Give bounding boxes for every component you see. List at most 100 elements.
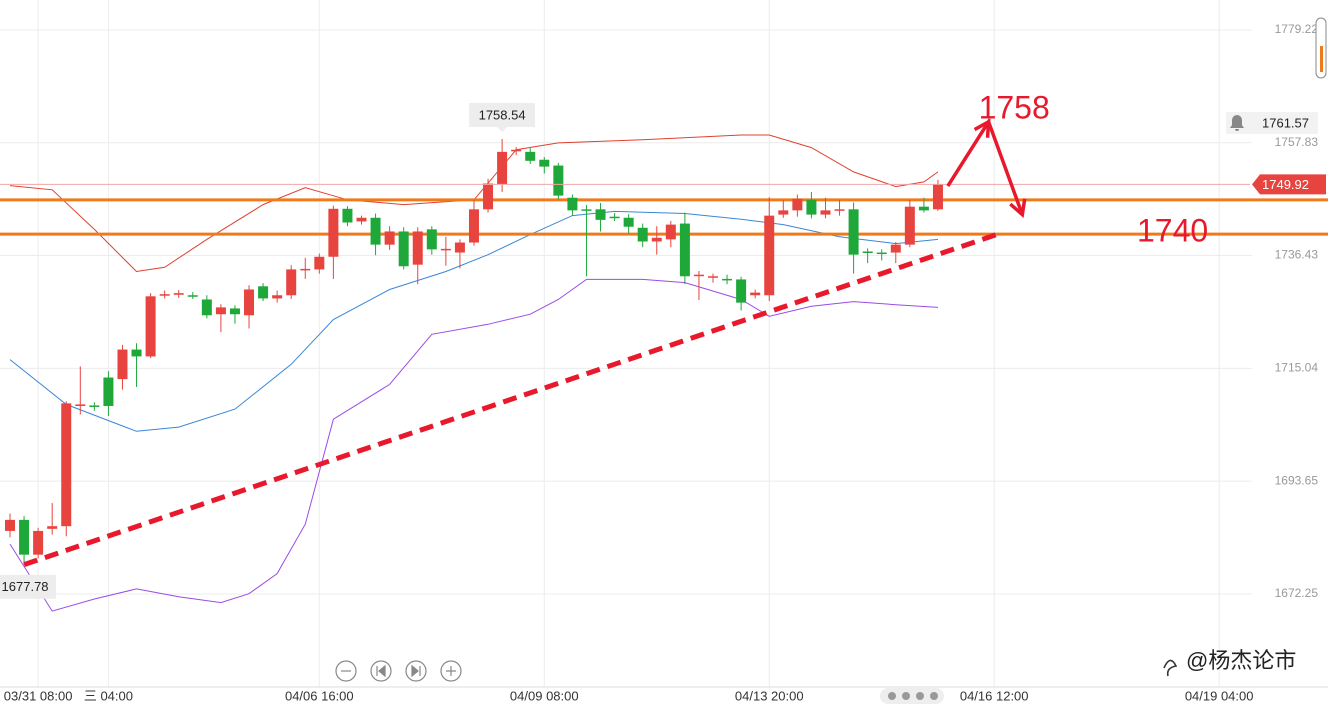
candle-body	[412, 231, 423, 265]
high-label: 1758.54	[479, 107, 526, 122]
dot[interactable]	[902, 692, 910, 700]
x-tick-label: 04/13 20:00	[735, 688, 804, 703]
annotation: 1740	[1137, 213, 1208, 249]
zoom-controls	[335, 660, 462, 682]
candle-body	[918, 206, 929, 211]
arrow-head	[1009, 198, 1027, 219]
candle-body	[820, 210, 831, 215]
candle-body	[848, 209, 859, 255]
candle-body	[159, 294, 170, 296]
candles	[5, 138, 943, 565]
candle-body	[300, 268, 311, 271]
candle-body	[370, 217, 381, 245]
watermark-text: @杨杰论市	[1186, 648, 1296, 673]
candle-body	[103, 377, 114, 406]
candle-body	[792, 198, 803, 211]
icon	[446, 666, 456, 676]
candle-body	[244, 289, 255, 316]
candle-body	[567, 197, 578, 211]
x-tick-label: 04/16 12:00	[960, 688, 1029, 703]
candle-body	[19, 519, 30, 555]
candle-body	[258, 286, 269, 299]
scrollbar	[1315, 17, 1327, 79]
candle-body	[215, 307, 226, 315]
x-tick-label: 04/06 16:00	[285, 688, 354, 703]
last-price-tag	[1252, 174, 1326, 195]
candle-body	[426, 229, 437, 250]
candle-body	[581, 209, 592, 211]
candle-body	[314, 256, 325, 270]
candle-body	[145, 296, 156, 357]
x-tick-label: 三 04:00	[84, 688, 133, 703]
y-tick-label: 1672.25	[1275, 586, 1319, 600]
candle-body	[778, 210, 789, 215]
pager-bg	[880, 688, 944, 704]
candle-body	[497, 151, 508, 185]
pager	[880, 688, 944, 704]
candle-body	[454, 242, 465, 253]
scrollbar-thumb[interactable]	[1320, 46, 1323, 72]
low-label: 1677.78	[2, 579, 49, 594]
candle-body	[722, 278, 733, 281]
candle-body	[890, 244, 901, 253]
candle-body	[187, 295, 198, 297]
candle-body	[679, 223, 690, 277]
candle-body	[328, 208, 339, 257]
candle-body	[750, 292, 761, 296]
candle-body	[665, 224, 676, 240]
candle-body	[609, 216, 620, 219]
candle-body	[61, 403, 72, 527]
candle-body	[75, 404, 86, 406]
candle-body	[131, 349, 142, 357]
candle-body	[342, 208, 353, 223]
y-tick-label: 1779.22	[1275, 22, 1319, 36]
candle-body	[173, 293, 184, 295]
icon	[376, 664, 386, 678]
low-callout	[0, 574, 57, 599]
alert-box	[1226, 112, 1318, 135]
y-tick-label: 1715.04	[1275, 361, 1319, 375]
candle-body	[876, 252, 887, 255]
band-line	[9, 210, 939, 432]
watermark-icon	[1163, 659, 1178, 677]
candle-body	[651, 237, 662, 242]
dot[interactable]	[916, 692, 924, 700]
y-tick-label: 1757.83	[1275, 135, 1319, 149]
candle-body	[356, 217, 367, 222]
bell-icon	[1230, 115, 1244, 132]
candle-body	[806, 199, 817, 215]
candle-body	[117, 349, 128, 380]
candle-body	[553, 165, 564, 196]
levels	[0, 198, 1328, 236]
candle-body	[468, 209, 479, 243]
candle-body	[384, 231, 395, 245]
grid	[0, 0, 1252, 687]
candle-body	[440, 248, 451, 251]
trendline	[23, 230, 1004, 568]
candle-body	[511, 149, 522, 152]
y-tick-label: 1693.65	[1275, 473, 1319, 487]
last-price-label: 1749.92	[1262, 177, 1309, 192]
candle-body	[483, 183, 494, 210]
candle-body	[932, 184, 943, 210]
candle-body	[229, 308, 240, 315]
candle-body	[201, 299, 212, 316]
dot[interactable]	[930, 692, 938, 700]
candle-body	[595, 209, 606, 220]
candle-body	[525, 151, 536, 161]
band-line	[9, 278, 939, 612]
dot[interactable]	[888, 692, 896, 700]
candle-body	[5, 519, 15, 531]
candle-body	[693, 274, 704, 277]
x-tick-label: 03/31 08:00	[4, 688, 73, 703]
candle-body	[286, 269, 297, 296]
alert-price-label: 1761.57	[1262, 115, 1309, 130]
candle-body	[89, 405, 100, 407]
x-tick-label: 04/09 08:00	[510, 688, 579, 703]
candle-body	[272, 295, 283, 299]
candle-body	[539, 159, 550, 167]
annotation: 1758	[979, 89, 1050, 125]
candle-body	[834, 209, 845, 211]
